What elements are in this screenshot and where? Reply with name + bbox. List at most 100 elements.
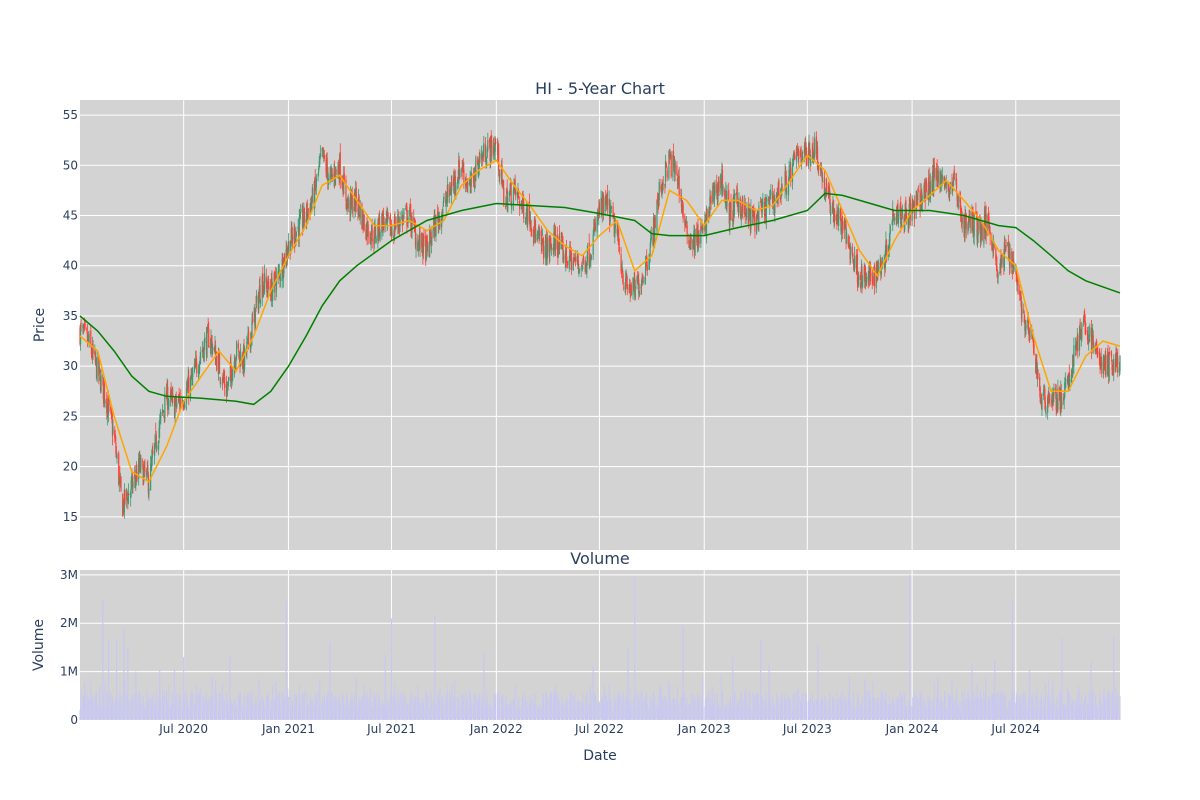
volume-bar <box>138 692 140 720</box>
candle-body <box>625 274 627 281</box>
candle-body <box>893 217 896 220</box>
candle-body <box>660 185 662 190</box>
candle-body <box>523 200 525 219</box>
candle-body <box>375 237 377 243</box>
candle-body <box>206 328 208 358</box>
volume-bar <box>921 693 923 720</box>
candle-body <box>892 210 894 216</box>
volume-bar <box>856 694 858 720</box>
candle-body <box>682 204 684 219</box>
volume-bar <box>626 695 628 720</box>
volume-bar <box>988 700 990 720</box>
volume-bar <box>636 692 638 720</box>
volume-bar <box>859 704 861 720</box>
volume-bar <box>860 708 862 720</box>
volume-bar <box>413 709 415 720</box>
volume-bar <box>449 690 451 720</box>
candle-body <box>383 221 385 228</box>
volume-bar <box>221 683 223 720</box>
candle-body <box>154 443 156 456</box>
volume-spike-bar <box>603 686 606 720</box>
candle-body <box>987 215 989 234</box>
volume-bar <box>207 702 209 720</box>
volume-bar <box>721 710 723 720</box>
candle-body <box>1068 372 1070 379</box>
volume-bar <box>255 696 257 720</box>
volume-spike-bar <box>1028 669 1031 720</box>
candle-body <box>798 150 800 159</box>
volume-bar <box>405 697 407 720</box>
candle-body <box>668 150 671 158</box>
volume-bar <box>781 708 783 720</box>
price-tick-label: 55 <box>63 108 78 122</box>
volume-bar <box>524 695 526 720</box>
volume-bar <box>1009 701 1011 720</box>
volume-bar <box>800 703 802 720</box>
volume-bar <box>387 700 389 720</box>
candle-body <box>812 152 815 158</box>
candle-body <box>482 155 484 161</box>
volume-bar <box>198 703 200 720</box>
volume-bar <box>449 695 451 720</box>
candle-body <box>676 164 678 175</box>
volume-bar <box>538 709 540 720</box>
candle-body <box>490 135 492 144</box>
candle-body <box>678 175 680 197</box>
volume-bar <box>413 695 415 720</box>
volume-bar <box>581 708 583 720</box>
volume-bar <box>438 704 440 720</box>
candle-body <box>227 381 229 389</box>
candle-body <box>621 269 623 273</box>
candle-body <box>1110 351 1113 358</box>
candle-body <box>490 135 492 165</box>
candle-body <box>896 206 898 225</box>
candle-body <box>622 282 624 284</box>
volume-bar <box>1084 698 1086 720</box>
volume-bar <box>1012 709 1014 720</box>
volume-bar <box>746 706 748 720</box>
volume-bar <box>485 707 487 720</box>
candle-body <box>578 269 581 272</box>
volume-bar <box>94 696 96 720</box>
volume-bar <box>573 701 575 720</box>
volume-bar <box>489 705 491 720</box>
candle-body <box>498 171 500 176</box>
candle-body <box>147 465 149 475</box>
volume-bar <box>835 704 837 720</box>
volume-bar <box>664 709 666 720</box>
volume-bar <box>690 693 692 720</box>
candle-body <box>741 211 743 218</box>
candle-body <box>333 169 336 181</box>
volume-bar <box>984 697 986 720</box>
volume-bar <box>205 692 207 720</box>
volume-bar <box>502 695 504 720</box>
candle-body <box>180 397 182 404</box>
volume-bar <box>856 706 858 720</box>
volume-bar <box>243 697 245 720</box>
volume-bar <box>728 702 730 720</box>
volume-bar <box>92 704 94 720</box>
candle-body <box>115 442 117 453</box>
candle-body <box>672 154 674 178</box>
volume-bar <box>969 700 971 720</box>
volume-bar <box>836 692 838 720</box>
volume-bar <box>888 696 890 720</box>
candle-body <box>367 224 369 237</box>
volume-bar <box>614 709 616 720</box>
volume-bar <box>1033 707 1035 720</box>
volume-bar <box>571 691 573 720</box>
candle-body <box>717 184 719 202</box>
volume-bar <box>322 696 324 720</box>
volume-bar <box>1035 695 1037 720</box>
volume-bar <box>657 708 659 720</box>
volume-spike-bar <box>797 688 799 720</box>
candle-body <box>335 166 337 178</box>
volume-bar <box>809 698 811 720</box>
candle-body <box>617 230 619 242</box>
volume-bar <box>801 694 803 720</box>
volume-bar <box>969 710 971 720</box>
volume-bar <box>923 699 925 720</box>
volume-bar <box>769 696 771 720</box>
candle-body <box>1084 320 1086 334</box>
volume-bar <box>580 702 582 720</box>
